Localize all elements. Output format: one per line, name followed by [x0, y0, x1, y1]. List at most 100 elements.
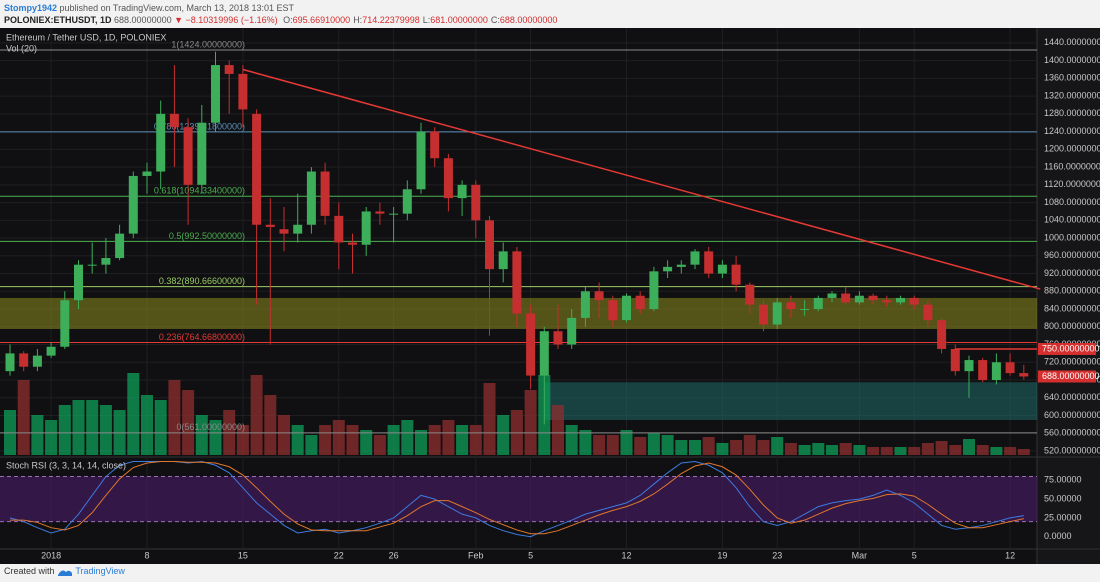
- volume-bar: [606, 435, 619, 455]
- y-tick-label: 1160.00000000: [1044, 161, 1100, 171]
- fib-label: 1(1424.00000000): [171, 39, 245, 49]
- candle-body: [115, 233, 125, 259]
- candle-body: [978, 360, 988, 381]
- ohlc-label: O:: [283, 15, 293, 25]
- candle-body: [5, 353, 15, 372]
- candle-body: [348, 242, 357, 245]
- y-tick-label: 1320.00000000: [1044, 90, 1100, 100]
- volume-bar: [195, 415, 208, 455]
- stoch-line: [10, 461, 1024, 535]
- candle-body: [567, 317, 577, 345]
- ohlc-value: 695.66910000: [292, 15, 351, 25]
- volume-bar: [634, 437, 647, 455]
- candle-body: [485, 220, 494, 270]
- y-tick-label: 840.00000000: [1044, 303, 1100, 313]
- candle-body: [457, 184, 467, 199]
- y-tick-label: 1360.00000000: [1044, 73, 1100, 83]
- volume-bar: [990, 447, 1003, 455]
- volume-bar: [1004, 447, 1017, 455]
- last-price: 688.00000000: [114, 15, 172, 25]
- x-tick-label: 22: [334, 550, 344, 560]
- candle-body: [197, 122, 207, 185]
- fib-label: 0.382(890.66600000): [159, 276, 245, 286]
- volume-bar: [689, 440, 701, 455]
- candle-body: [827, 293, 837, 298]
- candle-body: [74, 264, 83, 301]
- stoch-band: [0, 476, 1037, 522]
- candle-body: [334, 215, 344, 243]
- candle-body: [279, 229, 289, 234]
- volume-bar: [168, 380, 181, 455]
- price-tag: [1038, 342, 1096, 355]
- volume-bar: [1017, 449, 1030, 455]
- y-tick-label: 880.00000000: [1044, 286, 1100, 296]
- y-tick-label: 25.00000: [1044, 512, 1082, 522]
- volume-bar: [278, 415, 290, 455]
- candle-body: [663, 266, 673, 272]
- volume-bar: [784, 443, 797, 455]
- ohlc-value: 688.00000000: [499, 15, 558, 25]
- candle-body: [731, 264, 741, 285]
- volume-bar: [524, 390, 537, 455]
- volume-bar: [647, 433, 660, 455]
- author[interactable]: Stompy1942: [4, 3, 58, 13]
- symbol-line: POLONIEX:ETHUSDT, 1D 688.00000000 ▼ −8.1…: [4, 15, 557, 25]
- chart-bg: [0, 28, 1100, 564]
- y-tick-label: 560.00000000: [1044, 428, 1100, 438]
- candle-body: [841, 293, 851, 303]
- volume-bar: [469, 425, 482, 455]
- brand[interactable]: TradingView: [75, 566, 125, 576]
- candle-body: [950, 348, 960, 372]
- candle-body: [964, 360, 974, 372]
- candle-body: [786, 302, 796, 310]
- fib-label: 0.618(1094.33400000): [154, 186, 245, 196]
- volume-bar: [319, 425, 332, 455]
- candle-body: [142, 171, 152, 176]
- candle-body: [32, 355, 42, 367]
- volume-bar: [45, 420, 58, 455]
- candle-body: [580, 291, 590, 318]
- ohlc-value: 714.22379998: [362, 15, 420, 25]
- candle-body: [60, 300, 70, 347]
- logo: [58, 570, 73, 576]
- x-tick-label: 2018: [41, 550, 61, 560]
- candle-body: [1019, 373, 1029, 377]
- volume-bar: [58, 405, 71, 455]
- x-tick-label: 15: [238, 550, 248, 560]
- volume-bar: [798, 445, 811, 455]
- volume-bar: [757, 440, 770, 455]
- volume-bar: [483, 383, 496, 455]
- x-tick-label: 26: [389, 550, 399, 560]
- volume-bar: [949, 445, 962, 455]
- x-tick-label: 5: [528, 550, 533, 560]
- volume-bar: [661, 435, 674, 455]
- candle-body: [759, 304, 768, 325]
- volume-bar: [908, 447, 921, 455]
- candle-body: [183, 127, 193, 185]
- candle-body: [704, 251, 714, 274]
- candle-body: [594, 291, 604, 301]
- y-tick-label: 640.00000000: [1044, 392, 1100, 402]
- volume-bar: [415, 430, 427, 455]
- symbol: POLONIEX:ETHUSDT, 1D: [4, 15, 112, 25]
- candle-body: [909, 297, 919, 305]
- volume-bar: [72, 400, 85, 455]
- volume-bar: [428, 425, 441, 455]
- volume-bar: [963, 439, 975, 455]
- price-axis-bg: [1037, 28, 1100, 564]
- published: published on TradingView.com, March 13, …: [59, 3, 295, 13]
- volume-bar: [86, 400, 99, 455]
- x-tick-label: Feb: [468, 550, 484, 560]
- volume-bar: [593, 435, 606, 455]
- candle-body: [128, 175, 138, 234]
- candle-body: [882, 300, 892, 303]
- volume-bar: [675, 440, 688, 455]
- volume-bar: [17, 380, 30, 455]
- candle-body: [937, 320, 947, 349]
- candle-body: [430, 131, 440, 159]
- y-tick-label: 920.00000000: [1044, 268, 1100, 278]
- y-tick-label: 960.00000000: [1044, 250, 1100, 260]
- price-tag: [1038, 370, 1096, 383]
- volume-bar: [127, 373, 140, 455]
